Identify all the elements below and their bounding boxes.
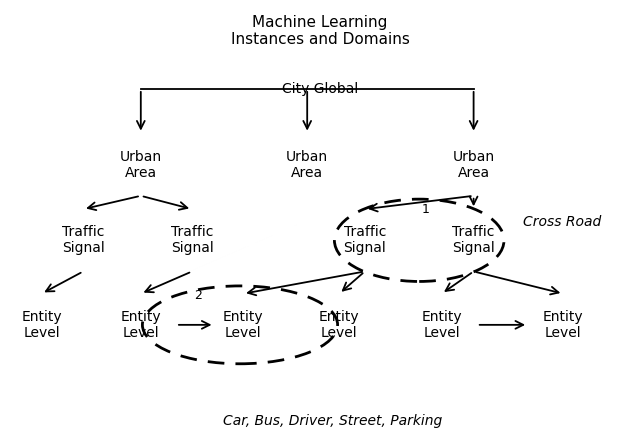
Text: Urban
Area: Urban Area [120, 150, 162, 180]
Text: 1: 1 [422, 202, 429, 216]
Text: 2: 2 [195, 289, 202, 303]
Text: Entity
Level: Entity Level [120, 310, 161, 340]
Text: Traffic
Signal: Traffic Signal [171, 225, 213, 255]
Text: Cross Road: Cross Road [524, 215, 602, 230]
Text: Machine Learning
Instances and Domains: Machine Learning Instances and Domains [230, 15, 410, 47]
Text: Entity
Level: Entity Level [223, 310, 264, 340]
Text: Traffic
Signal: Traffic Signal [344, 225, 386, 255]
Text: Entity
Level: Entity Level [421, 310, 462, 340]
Text: Entity
Level: Entity Level [319, 310, 360, 340]
Text: Traffic
Signal: Traffic Signal [62, 225, 104, 255]
Text: Urban
Area: Urban Area [452, 150, 495, 180]
Text: Car, Bus, Driver, Street, Parking: Car, Bus, Driver, Street, Parking [223, 413, 442, 428]
Text: Traffic
Signal: Traffic Signal [452, 225, 495, 255]
Text: Urban
Area: Urban Area [286, 150, 328, 180]
Text: City Global: City Global [282, 82, 358, 96]
Text: Entity
Level: Entity Level [21, 310, 62, 340]
Text: Entity
Level: Entity Level [543, 310, 584, 340]
